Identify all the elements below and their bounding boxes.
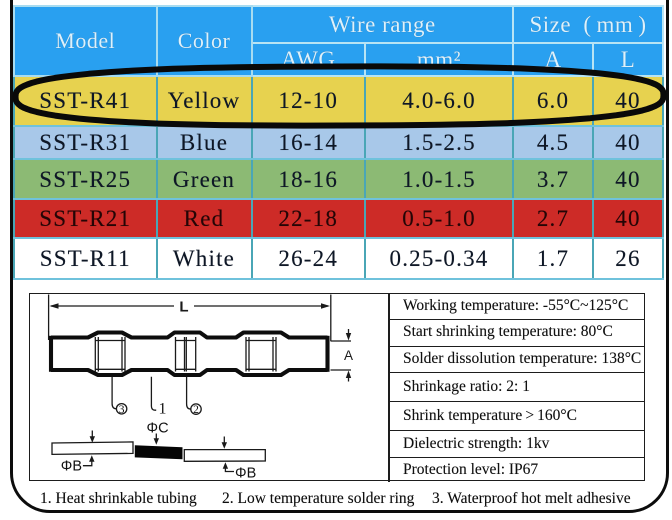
svg-text:3: 3 xyxy=(119,404,125,416)
svg-text:ΦC: ΦC xyxy=(147,421,169,437)
svg-text:1: 1 xyxy=(159,401,167,418)
svg-text:ΦB: ΦB xyxy=(61,459,82,475)
svg-text:L: L xyxy=(179,299,188,316)
svg-text:2: 2 xyxy=(193,404,199,416)
svg-text:A: A xyxy=(344,348,353,363)
svg-text:ΦB: ΦB xyxy=(235,466,256,482)
